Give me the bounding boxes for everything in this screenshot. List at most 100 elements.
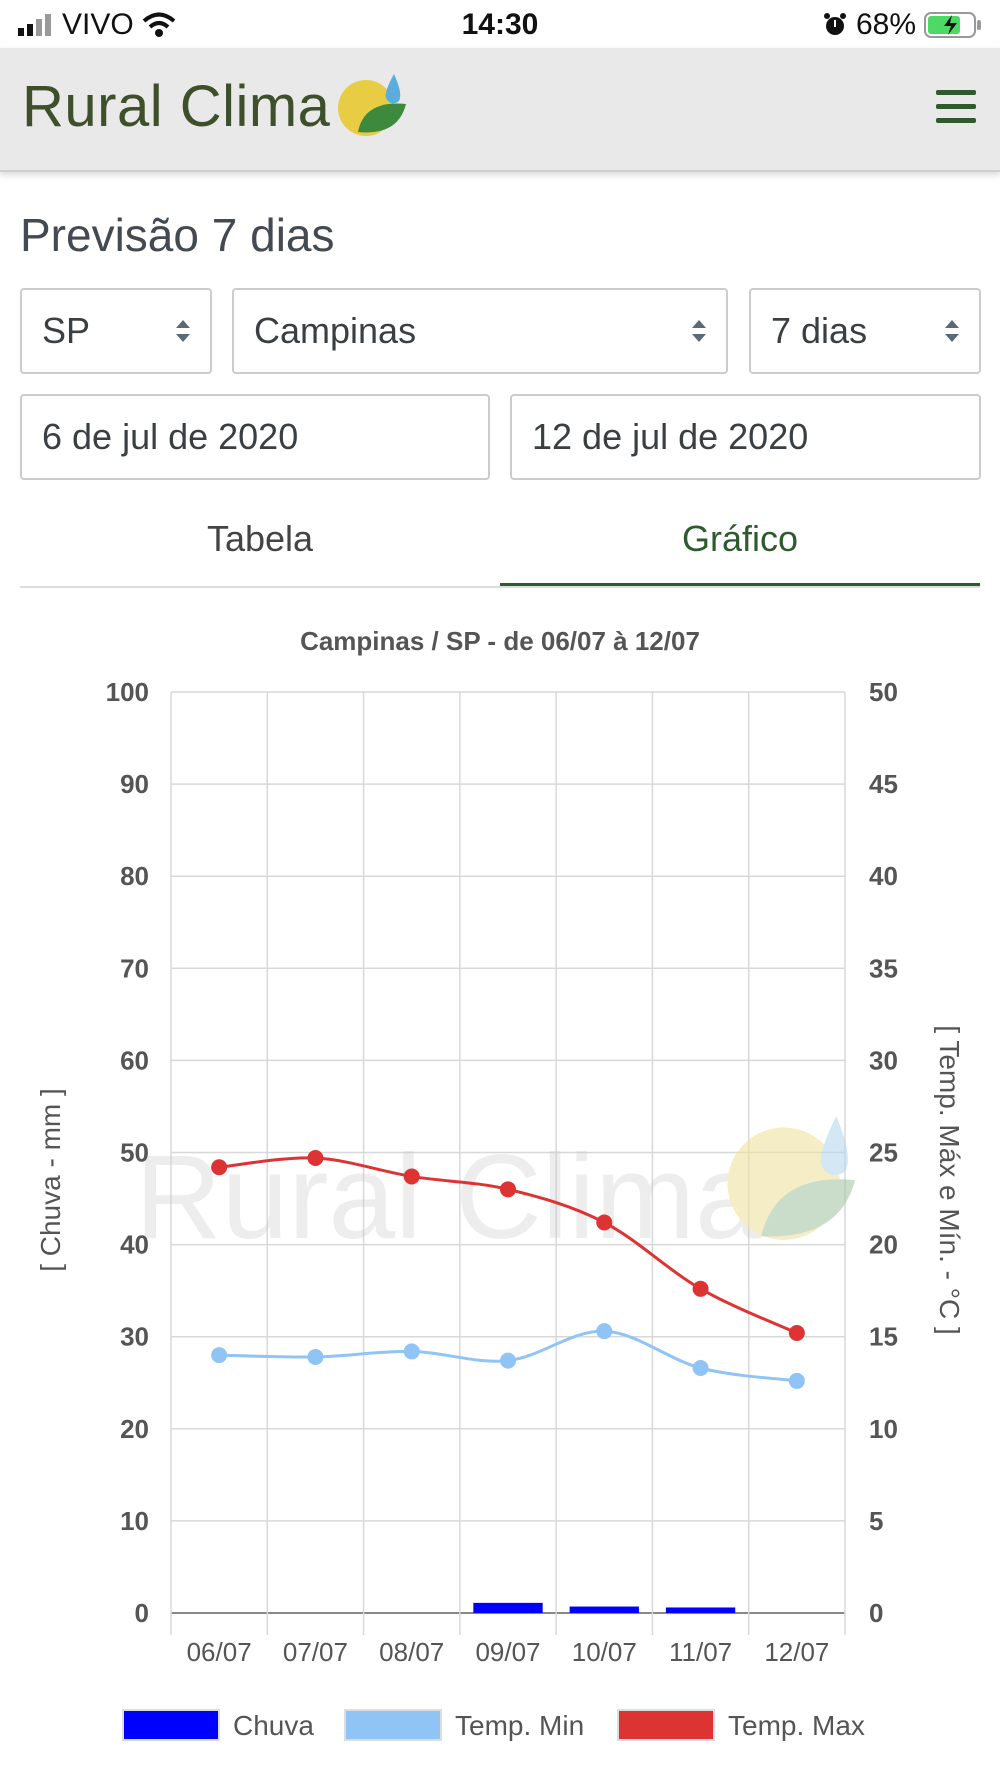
legend-swatch-temp-min: [344, 1709, 442, 1741]
temp-max-point: [307, 1150, 324, 1167]
y-left-tick-label: 20: [120, 1414, 149, 1444]
carrier-name: VIVO: [62, 8, 134, 41]
brand-name: Rural Clima: [22, 73, 331, 139]
alarm-icon: [823, 13, 846, 35]
start-date-field[interactable]: 6 de jul de 2020: [20, 394, 490, 480]
state-select-value: SP: [42, 310, 91, 351]
legend-swatch-chuva: [122, 1709, 220, 1741]
temp-min-point: [596, 1323, 613, 1340]
y-left-tick-label: 80: [120, 861, 149, 891]
end-date-field[interactable]: 12 de jul de 2020: [510, 394, 981, 480]
period-select-value: 7 dias: [771, 310, 868, 351]
tab-grafico[interactable]: Gráfico: [500, 508, 980, 588]
y-left-tick-label: 40: [120, 1230, 149, 1260]
temp-min-point: [692, 1360, 709, 1377]
y-right-tick-label: 15: [869, 1322, 898, 1352]
y-left-tick-label: 90: [120, 769, 149, 799]
temperature-lines: [211, 1150, 805, 1389]
y-right-tick-label: 10: [869, 1414, 898, 1444]
chart-title: Campinas / SP - de 06/07 à 12/07: [300, 626, 700, 656]
status-right: 68%: [822, 8, 982, 42]
brand-logo[interactable]: Rural Clima: [22, 70, 416, 142]
y-axis-left-title: [ Chuva - mm ]: [35, 1088, 66, 1272]
wifi-icon: [142, 12, 176, 37]
chuva-bar: [569, 1606, 639, 1613]
temp-min-point: [211, 1347, 228, 1364]
chuva-bar: [665, 1607, 736, 1613]
status-left: VIVO: [18, 8, 176, 42]
x-tick-label: 11/07: [669, 1637, 732, 1667]
x-tick-label: 07/07: [283, 1637, 348, 1667]
y-right-tick-label: 0: [869, 1598, 883, 1628]
y-right-tick-label: 20: [869, 1230, 898, 1260]
chart-svg: Campinas / SP - de 06/07 à 12/07 Rural C…: [35, 626, 965, 1741]
legend-label-temp-min: Temp. Min: [455, 1710, 584, 1741]
chart-grid: [170, 691, 846, 1635]
y-right-tick-label: 35: [869, 953, 898, 983]
y-left-tick-label: 50: [120, 1138, 149, 1168]
x-tick-label: 09/07: [475, 1637, 540, 1667]
page-title: Previsão 7 dias: [20, 209, 335, 261]
y-left-tick-label: 100: [106, 677, 149, 707]
chart-legend: Chuva Temp. Min Temp. Max: [122, 1709, 865, 1741]
y-right-tick-label: 50: [869, 677, 898, 707]
sun-leaf-drop-logo-icon: [338, 74, 407, 136]
end-date-value: 12 de jul de 2020: [532, 416, 809, 457]
forecast-chart: Campinas / SP - de 06/07 à 12/07 Rural C…: [0, 620, 1000, 1778]
x-axis: 06/07 07/07 08/07 09/07 10/07 11/07 12/07: [187, 1637, 830, 1667]
y-left-tick-label: 30: [120, 1322, 149, 1352]
battery-percent: 68%: [855, 8, 916, 41]
chuva-bar: [473, 1602, 543, 1613]
city-select[interactable]: Campinas: [232, 288, 728, 374]
clock: 14:30: [461, 8, 539, 41]
y-right-tick-label: 40: [869, 861, 898, 891]
temp-max-point: [596, 1214, 613, 1231]
legend-swatch-temp-max: [617, 1709, 715, 1741]
signal-icon: [18, 14, 51, 36]
y-axis-right: 0 5 10 15 20 25 30 35 40 45 50: [869, 677, 898, 1628]
x-tick-label: 12/07: [764, 1637, 829, 1667]
y-axis-left: 0 10 20 30 40 50 60 70 80 90 100: [106, 677, 149, 1628]
chuva-bars: [473, 1602, 736, 1613]
temp-min-point: [788, 1372, 805, 1389]
temp-max-point: [500, 1181, 516, 1198]
y-left-tick-label: 10: [120, 1506, 149, 1536]
tabs-divider: [20, 586, 980, 588]
view-tabs: Tabela Gráfico: [20, 508, 980, 588]
legend-label-chuva: Chuva: [233, 1710, 314, 1741]
y-right-tick-label: 25: [869, 1138, 898, 1168]
chart-watermark: Rural Clima: [135, 1116, 855, 1264]
y-axis-right-title: [ Temp. Máx e Mín. - °C ]: [934, 1025, 965, 1334]
x-tick-label: 08/07: [379, 1637, 444, 1667]
battery-charging-icon: [924, 12, 981, 38]
temp-max-point: [692, 1280, 709, 1297]
y-left-tick-label: 70: [120, 953, 149, 983]
temp-max-point: [788, 1325, 805, 1342]
state-select[interactable]: SP: [20, 288, 212, 374]
period-select[interactable]: 7 dias: [749, 288, 981, 374]
watermark-text: Rural Clima: [135, 1130, 762, 1264]
y-right-tick-label: 45: [869, 769, 898, 799]
legend-label-temp-max: Temp. Max: [728, 1710, 865, 1741]
y-right-tick-label: 30: [869, 1045, 898, 1075]
temp-max-point: [403, 1168, 420, 1185]
city-select-value: Campinas: [254, 310, 417, 351]
x-tick-label: 06/07: [187, 1637, 252, 1667]
watermark-logo-icon: [727, 1116, 855, 1240]
y-right-tick-label: 5: [869, 1506, 883, 1536]
temp-min-point: [500, 1352, 516, 1369]
app-header: Rural Clima: [0, 48, 1000, 172]
tab-tabela[interactable]: Tabela: [206, 518, 314, 559]
select-arrows-icon: [945, 320, 959, 342]
temp-min-point: [403, 1343, 420, 1360]
select-arrows-icon: [176, 320, 190, 342]
start-date-value: 6 de jul de 2020: [42, 416, 299, 457]
select-arrows-icon: [692, 320, 706, 342]
y-left-tick-label: 60: [120, 1045, 149, 1075]
temp-max-point: [211, 1159, 228, 1176]
y-left-tick-label: 0: [135, 1598, 149, 1628]
status-bar: VIVO 14:30 68%: [0, 0, 1000, 48]
menu-hamburger-icon[interactable]: [936, 90, 976, 124]
temp-min-point: [307, 1348, 324, 1365]
x-tick-label: 10/07: [572, 1637, 637, 1667]
